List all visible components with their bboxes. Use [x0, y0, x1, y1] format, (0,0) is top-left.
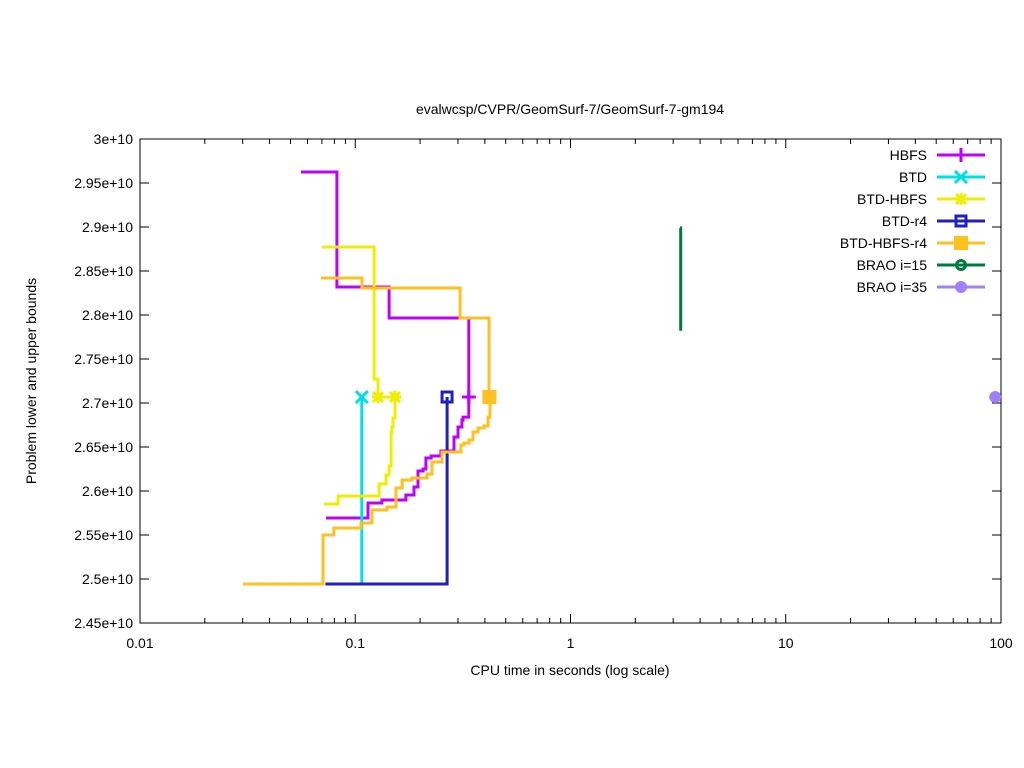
legend-marker-btd-r4 [954, 214, 968, 228]
legend-label-brao-i-35: BRAO i=35 [857, 279, 928, 295]
data-point-btd-hbfs-r4-shape [482, 390, 497, 405]
data-point-brao-i-35-shape [989, 391, 1002, 404]
y-tick-label: 2.75e+10 [74, 351, 133, 367]
data-point-btd-hbfs-shape [388, 390, 402, 404]
legend-marker-btd-hbfs [954, 192, 968, 206]
y-tick-label: 2.7e+10 [82, 395, 133, 411]
data-point-btd-shape [354, 389, 369, 405]
y-tick-label: 2.95e+10 [74, 175, 133, 191]
series-line-btd-r4 [325, 397, 449, 586]
legend-marker-brao-i-35-shape [955, 281, 967, 293]
series-line-brao-i-15 [679, 226, 683, 331]
x-tick-label: 10 [778, 635, 794, 651]
legend-label-btd-hbfs-r4: BTD-HBFS-r4 [840, 235, 927, 251]
series-line-hbfs [326, 397, 471, 520]
legend-marker-brao-i-15 [955, 259, 967, 271]
data-point-brao-i-35 [989, 391, 1002, 404]
y-tick-label: 2.9e+10 [82, 219, 133, 235]
y-tick-label: 2.55e+10 [74, 527, 133, 543]
data-point-btd-r4 [440, 390, 454, 404]
legend-marker-btd-hbfs-shape [954, 192, 968, 206]
data-point-btd-hbfs-shape [371, 390, 385, 404]
data-point-btd-hbfs [371, 390, 385, 404]
chart-title: evalwcsp/CVPR/GeomSurf-7/GeomSurf-7-gm19… [416, 101, 724, 117]
y-tick-label: 2.8e+10 [82, 307, 133, 323]
series-line-btd-hbfs-r4 [243, 397, 492, 586]
data-point-btd-hbfs-r4 [482, 390, 497, 405]
series-layer [243, 170, 1002, 586]
y-tick-label: 2.45e+10 [74, 615, 133, 631]
x-tick-label: 100 [989, 635, 1013, 651]
axes: 2.45e+10 2.5e+10 2.55e+10 2.6e+10 2.65e+10 2.… [74, 131, 1013, 651]
series-line-btd-hbfs-r4 [321, 276, 491, 397]
data-point-hbfs [461, 390, 476, 405]
data-point-btd-hbfs [388, 390, 402, 404]
legend-label-btd-hbfs: BTD-HBFS [857, 191, 927, 207]
legend-marker-brao-i-35 [955, 281, 967, 293]
y-tick-label: 2.6e+10 [82, 483, 133, 499]
x-axis-label: CPU time in seconds (log scale) [470, 662, 669, 678]
legend-marker-hbfs [954, 148, 968, 162]
legend-marker-brao-i-15-shape [955, 259, 967, 271]
legend-marker-btd-hbfs-r4-shape [954, 236, 968, 250]
legend-marker-btd-hbfs-r4 [954, 236, 968, 250]
y-tick-label: 2.65e+10 [74, 439, 133, 455]
legend-label-btd-r4: BTD-r4 [882, 213, 927, 229]
legend-label-btd: BTD [899, 169, 927, 185]
data-point-btd-r4-shape [440, 390, 454, 404]
data-point-hbfs-shape [461, 390, 476, 405]
legend-label-hbfs: HBFS [890, 147, 927, 163]
x-tick-label: 0.1 [346, 635, 366, 651]
legend-label-brao-i-15: BRAO i=15 [857, 257, 928, 273]
data-point-btd [354, 389, 369, 405]
legend-marker-btd [953, 169, 969, 185]
plot-border [139, 138, 1002, 624]
series-line-btd-hbfs [321, 245, 395, 399]
legend: HBFS BTD BTD-HBFS BTD-r4 BTD-HBFS-r4 BRAO i=1… [840, 147, 985, 295]
series-line-btd-hbfs [324, 397, 397, 506]
y-tick-label: 2.85e+10 [74, 263, 133, 279]
legend-marker-hbfs-shape [954, 148, 968, 162]
x-tick-label: 1 [567, 635, 575, 651]
y-tick-label: 2.5e+10 [82, 571, 133, 587]
y-tick-label: 3e+10 [94, 131, 134, 147]
x-tick-label: 0.01 [126, 635, 153, 651]
legend-marker-btd-r4-shape [954, 214, 968, 228]
series-line-hbfs [301, 170, 471, 397]
legend-marker-btd-shape [953, 169, 969, 185]
y-axis-label: Problem lower and upper bounds [23, 278, 39, 484]
